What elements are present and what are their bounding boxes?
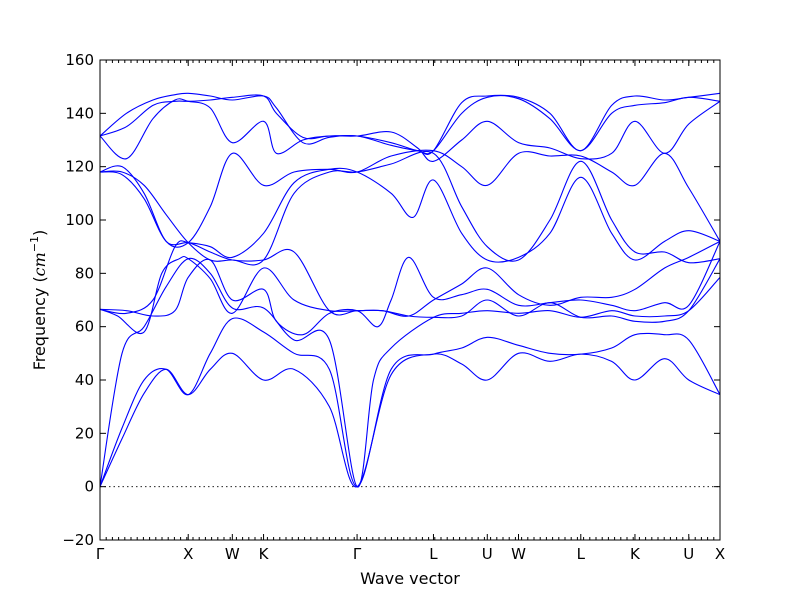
y-axis-ticks: −20 0 20 40 60 80 100 120 140 160 (62, 51, 720, 549)
y-tick-label: −20 (62, 531, 94, 549)
band-line-3 (99, 257, 721, 488)
x-tick-label: U (482, 545, 493, 563)
x-tick-label: U (683, 545, 694, 563)
band-line-1 (99, 352, 721, 488)
x-axis-label: Wave vector (360, 569, 460, 588)
y-tick-label: 60 (75, 318, 94, 336)
band-line-2 (99, 317, 721, 488)
plot-frame (99, 59, 721, 541)
y-tick-label: 0 (84, 478, 94, 496)
x-tick-label: L (429, 545, 438, 563)
band-line-8 (99, 149, 721, 248)
x-tick-label: W (225, 545, 240, 563)
band-line-5 (99, 241, 721, 336)
x-tick-label: K (259, 545, 270, 563)
x-tick-label: Γ (353, 545, 362, 563)
y-axis-label-unit: cm (30, 252, 49, 276)
x-tick-label: X (715, 545, 725, 563)
x-tick-label: W (511, 545, 526, 563)
band-line-10 (99, 92, 721, 155)
y-axis-label-exp: −1 (28, 236, 41, 252)
y-axis-label-close: ) (30, 230, 49, 236)
x-tick-label: Γ (96, 545, 105, 563)
y-tick-label: 140 (65, 104, 94, 122)
band-line-7 (99, 167, 721, 263)
band-lines (99, 92, 721, 488)
y-tick-label: 120 (65, 158, 94, 176)
x-tick-label: X (183, 545, 193, 563)
band-line-12 (99, 151, 721, 266)
band-line-11 (99, 94, 721, 155)
y-tick-label: 20 (75, 424, 94, 442)
y-tick-label: 40 (75, 371, 94, 389)
y-tick-label: 160 (65, 51, 94, 69)
y-axis-label: Frequency (cm−1) (28, 230, 49, 371)
band-line-6 (99, 240, 721, 317)
y-axis-label-text: Frequency ( (30, 276, 49, 370)
y-tick-label: 80 (75, 264, 94, 282)
band-line-4 (99, 255, 721, 335)
x-tick-label: L (577, 545, 586, 563)
y-tick-label: 100 (65, 211, 94, 229)
x-tick-label: K (630, 545, 641, 563)
